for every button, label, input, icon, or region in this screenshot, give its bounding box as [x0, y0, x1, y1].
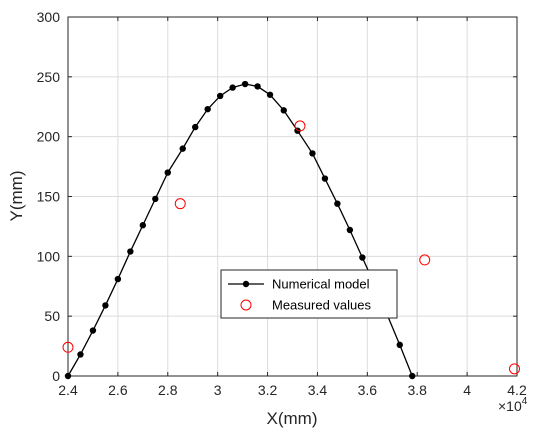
x-tick-label: 3.6 [358, 382, 378, 398]
x-tick-label: 2.4 [58, 382, 78, 398]
numerical-model-point [241, 80, 249, 88]
numerical-model-point [309, 150, 316, 157]
legend-box [220, 269, 398, 319]
numerical-model-point [192, 123, 199, 131]
x-tick-label: 2.6 [108, 382, 128, 398]
x-tick-label: 3.8 [407, 382, 427, 398]
x-tick-label: 3 [214, 382, 222, 398]
numerical-model-point [179, 145, 186, 152]
numerical-model-point [204, 105, 211, 113]
legend-marker-measured-values [240, 299, 252, 311]
x-tick-label: 2.8 [158, 382, 178, 398]
y-tick-label: 100 [37, 248, 61, 264]
x-tick-label: 4 [463, 382, 471, 398]
y-tick-label: 250 [37, 69, 61, 85]
y-tick-label: 50 [44, 308, 60, 324]
axis-ticks: 2.4 2.6 2.8 3 3.2 3.4 3.6 3.8 4 4.2 0 50 100 150 200 25… [37, 9, 527, 398]
numerical-model-point [89, 327, 97, 334]
x-tick-label: 3.4 [308, 382, 328, 398]
numerical-model-point [280, 107, 287, 114]
x-multiplier-label: ×104 [498, 396, 528, 414]
numerical-model-point [139, 222, 147, 229]
x-tick-label: 3.2 [258, 382, 278, 398]
legend: Numerical model Measured values [220, 269, 398, 319]
y-tick-label: 150 [37, 189, 61, 205]
numerical-model-point [266, 91, 274, 98]
y-tick-label: 200 [37, 129, 61, 145]
measured-value-point [174, 198, 186, 210]
numerical-model-point [409, 372, 416, 380]
measured-value-point [509, 363, 521, 375]
numerical-model-point [346, 226, 354, 234]
numerical-model-point [64, 372, 72, 380]
legend-marker-numerical-model [242, 280, 250, 288]
numerical-model-point [229, 84, 236, 91]
numerical-model-point [216, 92, 224, 100]
numerical-model-point [334, 200, 341, 207]
numerical-model-point [152, 195, 159, 203]
y-tick-label: 0 [52, 368, 60, 384]
numerical-model-point [102, 302, 109, 309]
measured-value-point [294, 120, 306, 132]
numerical-model-point [359, 254, 366, 261]
x-multiplier-exp: 4 [522, 396, 528, 407]
legend-label-numerical-model: Numerical model [272, 277, 370, 292]
numerical-model-point [396, 341, 403, 349]
x-axis-label: X(mm) [267, 409, 318, 428]
y-axis-label: Y(mm) [7, 171, 26, 222]
measured-value-point [62, 341, 74, 353]
numerical-model-point [127, 248, 134, 255]
numerical-model-point [164, 169, 171, 176]
numerical-model-point [254, 83, 261, 90]
measured-value-point [419, 254, 431, 266]
numerical-model-point [321, 175, 329, 182]
numerical-model-line [67, 83, 413, 377]
numerical-model-point [114, 275, 122, 283]
legend-label-measured-values: Measured values [272, 298, 371, 313]
numerical-model-point [77, 351, 84, 358]
x-tick-label: 4.2 [507, 382, 527, 398]
y-tick-label: 300 [37, 9, 61, 25]
x-multiplier-base: ×10 [498, 398, 522, 414]
